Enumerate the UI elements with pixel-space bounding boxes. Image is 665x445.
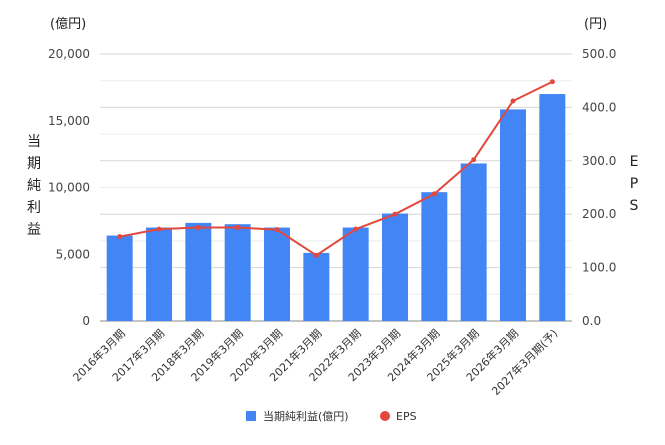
left-axis-title-char: 益 [27,222,41,238]
bar [539,94,566,321]
right-axis-unit: (円) [584,17,607,32]
eps-point [274,227,280,233]
right-tick-label: 200.0 [582,207,616,221]
bar [342,227,369,321]
eps-point [235,225,241,231]
bar [185,222,212,321]
eps-point [353,226,359,232]
left-axis-title-char: 当 [27,134,41,150]
eps-point [471,157,477,163]
axes: 0 5,000 10,000 15,000 20,000 0.0 100.0 200.0 300… [48,47,616,398]
bar [421,192,448,321]
eps-point [392,211,398,217]
legend-label-line: EPS [396,410,417,423]
left-tick-label: 15,000 [48,114,90,128]
bar [224,224,251,321]
left-axis-title-char: 利 [27,200,41,216]
line-series [117,79,555,258]
left-axis-unit: (億円) [50,16,86,32]
bar [460,163,487,321]
right-tick-label: 500.0 [582,47,616,61]
legend: 当期純利益(億円) EPS [246,409,417,423]
bar [500,109,526,321]
bar-series [106,94,566,321]
right-tick-label: 100.0 [582,261,616,275]
eps-point [313,252,319,258]
right-axis-title-char: P [630,176,638,192]
bar [106,235,133,321]
right-axis-title: EPS [630,154,639,214]
right-tick-label: 400.0 [582,100,616,114]
left-axis-title-char: 期 [27,156,41,172]
category-label: 2027年3月期(予) [489,326,561,398]
right-tick-label: 0.0 [582,314,601,328]
eps-point [156,226,162,232]
eps-line [119,80,553,257]
bar [146,227,172,321]
eps-point [195,225,201,231]
bar [382,213,408,321]
right-tick-label: 300.0 [582,154,616,168]
left-tick-label: 20,000 [48,47,90,61]
left-axis-title: 当期純利益 [27,134,41,238]
eps-point [510,98,516,104]
right-axis-title-char: E [630,154,639,170]
eps-point [431,191,437,197]
bar [264,227,290,321]
right-axis-title-char: S [630,198,639,214]
legend-swatch-line [380,411,390,421]
left-tick-label: 10,000 [48,181,90,195]
eps-point [549,79,555,85]
left-tick-label: 5,000 [56,247,90,261]
left-tick-label: 0 [82,314,90,328]
gridlines [100,53,572,322]
legend-swatch-bar [246,411,256,421]
bar [303,252,330,321]
legend-label-bar: 当期純利益(億円) [263,409,349,423]
left-axis-title-char: 純 [27,178,41,194]
eps-point [117,234,123,240]
